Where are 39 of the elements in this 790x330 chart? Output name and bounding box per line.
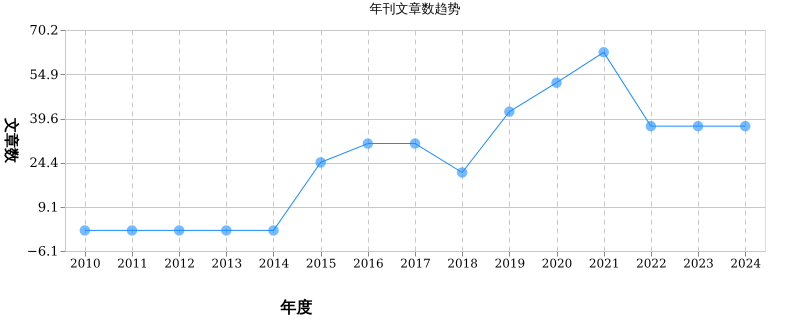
x-tick-label: 2024 [730, 256, 762, 270]
point [551, 77, 562, 88]
chart-title: 年刊文章数趋势 [370, 2, 460, 17]
point [740, 120, 750, 132]
y-tick-label: 24.4 [30, 156, 58, 172]
point [646, 120, 656, 132]
x-tick-label: 2012 [164, 256, 195, 270]
x-tick-label: 2015 [306, 256, 336, 270]
y-tick-label: 39.6 [30, 112, 58, 128]
x-tick-label: 2019 [494, 256, 526, 270]
point [456, 167, 468, 178]
x-tick-label: 2021 [588, 256, 620, 270]
x-tick-label: 2010 [70, 256, 101, 270]
point [268, 225, 279, 236]
point [174, 225, 184, 236]
point [221, 225, 232, 236]
x-tick-label: 2022 [636, 256, 667, 270]
x-tick-label: 2013 [212, 256, 242, 270]
point [126, 225, 138, 236]
point [410, 138, 420, 149]
point [692, 120, 704, 132]
y-tick-label: 54.9 [30, 68, 58, 83]
x-axis-title: 年度 [280, 298, 312, 316]
point [362, 138, 374, 149]
y-tick-label: 70.2 [30, 24, 58, 38]
point [598, 47, 609, 58]
point [80, 225, 90, 236]
x-tick-label: 2011 [117, 256, 148, 270]
x-tick-label: 2016 [353, 256, 384, 270]
point [315, 157, 326, 168]
x-tick-label: 2023 [683, 256, 714, 270]
y-tick-label: −6.1 [26, 244, 58, 260]
x-tick-label: 2020 [542, 256, 572, 270]
x-tick-label: 2018 [447, 256, 478, 270]
point [504, 106, 515, 117]
y-axis-title: 文章数 [2, 117, 20, 164]
x-tick-label: 2017 [400, 256, 431, 270]
x-tick-label: 2014 [258, 256, 290, 270]
y-tick-label: 9.1 [38, 200, 58, 216]
